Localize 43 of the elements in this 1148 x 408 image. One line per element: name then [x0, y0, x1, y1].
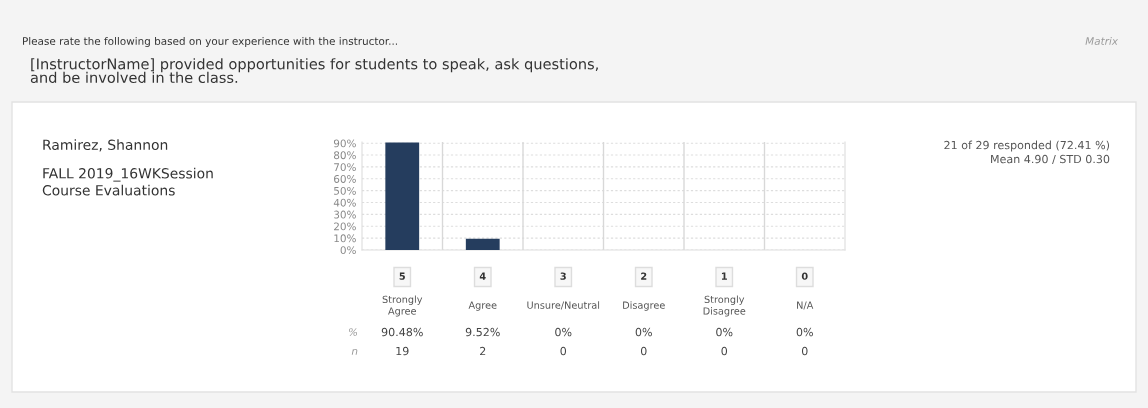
text: 0 — [801, 272, 808, 280]
y-tick-label: 50% — [334, 186, 356, 195]
data-label: 9.52% — [465, 327, 500, 337]
y-tick-label: 70% — [334, 163, 356, 172]
text: 3 — [560, 272, 566, 280]
chart-subtitle: [InstructorName] provided opportunities for students to speak, ask questions, and be involved in the class. — [30, 58, 598, 84]
text: 0 — [560, 346, 567, 356]
text: % — [349, 328, 358, 337]
text: 5 — [399, 272, 405, 280]
text: 21 of 29 responded (72.41 %) — [944, 140, 1110, 152]
data-label: 0% — [555, 327, 572, 337]
y-tick-label: 0% — [340, 246, 356, 255]
x-tick-label: Unsure/Neutral — [527, 301, 600, 310]
text: Please rate the following based on your experience with the instructor... — [23, 36, 397, 48]
text: 0 — [640, 346, 647, 356]
y-tick-label: 80% — [334, 151, 356, 160]
text: 19 — [396, 346, 409, 356]
text: 0 — [801, 346, 808, 356]
data-label: 90.48% — [381, 327, 423, 337]
text: 1 — [721, 272, 727, 280]
y-tick-label: 10% — [334, 234, 356, 243]
data-label: 0% — [796, 327, 813, 337]
text: Mean 4.90 / STD 0.30 — [991, 154, 1110, 165]
y-tick-label: 60% — [334, 175, 356, 183]
text: Ramirez, Shannon — [43, 139, 168, 152]
text: Matrix — [1085, 36, 1119, 46]
y-tick-label: 40% — [333, 198, 356, 207]
y-tick-label: 90% — [333, 139, 356, 148]
y-tick-label: 20% — [334, 222, 356, 231]
text: 2 — [641, 272, 647, 280]
text: 2 — [480, 346, 486, 356]
x-tick-label: Agree — [468, 301, 497, 311]
x-tick-label: N/A — [797, 301, 814, 310]
x-tick-label: Strongly Agree — [382, 295, 423, 317]
text: n — [351, 349, 358, 355]
x-tick-label: Disagree — [623, 301, 665, 311]
x-tick-label: Strongly Disagree — [703, 295, 746, 317]
text: FALL 2019_16WKSession Course Evaluations — [42, 167, 213, 196]
text: 0 — [721, 346, 728, 356]
y-tick-label: 30% — [334, 210, 356, 219]
text: 4 — [479, 272, 486, 280]
data-label: 0% — [716, 327, 733, 337]
data-label: 0% — [635, 327, 652, 337]
